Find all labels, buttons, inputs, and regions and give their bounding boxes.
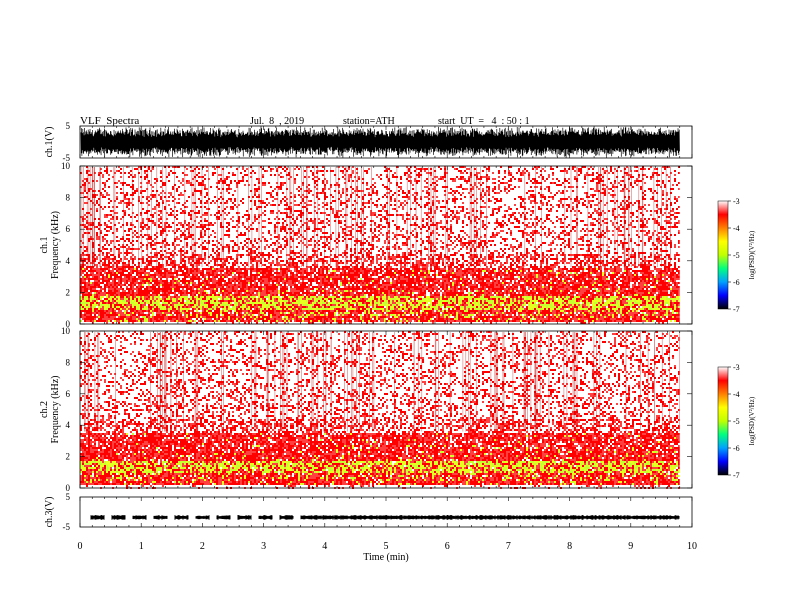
y-axis-label: ch.2Frequency (kHz) xyxy=(39,375,61,443)
spectrogram-pixels xyxy=(80,331,680,489)
x-tick-label: 6 xyxy=(445,541,450,552)
colorbar-label: log(PSD)(V²/Hz) xyxy=(748,396,756,445)
x-tick-label: 7 xyxy=(506,541,511,552)
station-label: station=ATH xyxy=(343,116,395,127)
sferic-lines xyxy=(81,167,671,268)
date-label: Jul. 8 , 2019 xyxy=(250,116,305,127)
y-axis-label: ch.1(V) xyxy=(44,127,55,158)
colorbar-tick-label: -4 xyxy=(733,390,740,399)
colorbar-tick-label: -4 xyxy=(733,224,740,233)
y-tick-label: -5 xyxy=(63,153,71,163)
y-tick-label: 10 xyxy=(61,326,71,336)
ch2-colorbar: -3 -4 -5 -6 -7 log(PSD)(V²/Hz) xyxy=(717,363,756,480)
x-tick-label: 3 xyxy=(261,541,266,552)
x-tick-label: 5 xyxy=(384,541,389,552)
y-tick-label: 5 xyxy=(66,492,71,502)
colorbar-gradient xyxy=(717,200,729,310)
colorbar-tick-label: -3 xyxy=(733,363,740,372)
y-tick-label: 0 xyxy=(66,483,71,493)
colorbar-gradient xyxy=(717,366,729,476)
y-tick-label: 2 xyxy=(66,452,71,462)
chart-title: VLF Spectra xyxy=(80,115,140,127)
y-tick-label: 8 xyxy=(66,193,71,203)
no-data-area xyxy=(679,166,692,324)
x-tick-label: 2 xyxy=(200,541,205,552)
x-tick-label: 10 xyxy=(687,541,697,552)
colorbar-tick-label: -5 xyxy=(733,417,740,426)
y-tick-label: 6 xyxy=(66,224,71,234)
colorbar-tick-label: -3 xyxy=(733,197,740,206)
start-time-label: start UT = 4 : 50 : 1 xyxy=(438,116,530,127)
ch1-colorbar: -3 -4 -5 -6 -7 log(PSD)(V²/Hz) xyxy=(717,197,756,314)
y-axis-label: ch.3(V) xyxy=(44,497,55,528)
colorbar-tick-label: -7 xyxy=(733,305,740,314)
y-tick-label: 10 xyxy=(61,161,71,171)
ch1-spectrogram-panel: 0 2 4 6 8 10 ch.1Frequency (kHz) xyxy=(39,161,693,329)
ch3-waveform-trace xyxy=(90,515,680,520)
ch1-waveform-panel: 5 -5 ch.1(V) xyxy=(44,121,693,163)
colorbar-label: log(PSD)(V²/Hz) xyxy=(748,230,756,279)
ch3-waveform-panel: 5 -5 ch.3(V) xyxy=(44,492,693,532)
colorbar-tick-label: -6 xyxy=(733,278,740,287)
x-tick-label: 4 xyxy=(322,541,327,552)
time-axis: 0 1 2 3 4 5 6 7 8 9 10 Time (min) xyxy=(78,541,698,563)
y-tick-label: 4 xyxy=(66,420,71,430)
x-tick-label: 9 xyxy=(628,541,633,552)
ch1-waveform-trace xyxy=(80,126,680,158)
y-tick-label: 2 xyxy=(66,287,71,297)
y-tick-label: 8 xyxy=(66,357,71,367)
ch2-spectrogram-panel: 0 2 4 6 8 10 ch.2Frequency (kHz) xyxy=(39,326,693,493)
x-tick-label: 1 xyxy=(139,541,144,552)
colorbar-tick-label: -6 xyxy=(733,444,740,453)
y-tick-label: -5 xyxy=(63,522,71,532)
x-tick-label: 0 xyxy=(78,541,83,552)
panel-frame xyxy=(79,496,693,528)
no-data-area xyxy=(679,331,692,488)
y-tick-label: 0 xyxy=(66,319,71,329)
sferic-lines xyxy=(84,332,680,432)
colorbar-tick-label: -7 xyxy=(733,471,740,480)
y-tick-label: 4 xyxy=(66,256,71,266)
colorbar-tick-label: -5 xyxy=(733,251,740,260)
x-axis-label: Time (min) xyxy=(363,552,408,563)
x-tick-label: 8 xyxy=(567,541,572,552)
y-tick-label: 6 xyxy=(66,389,71,399)
y-tick-label: 5 xyxy=(66,121,71,131)
y-axis-label: ch.1Frequency (kHz) xyxy=(39,211,61,279)
